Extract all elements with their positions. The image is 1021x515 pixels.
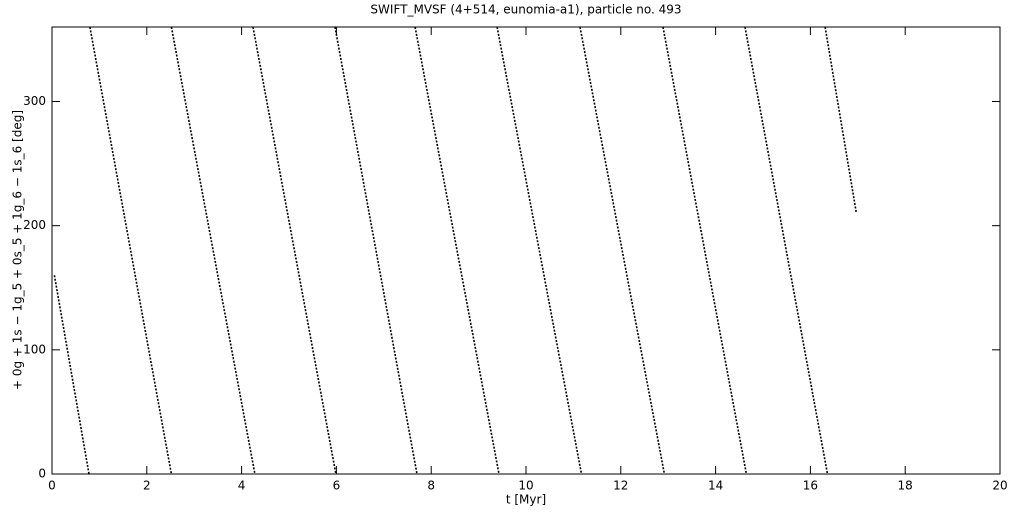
y-tick-label: 0 (38, 467, 46, 481)
x-tick-label: 8 (427, 479, 435, 493)
x-tick-label: 10 (518, 479, 533, 493)
x-tick-label: 14 (708, 479, 723, 493)
y-tick-label: 300 (23, 94, 46, 108)
x-tick-label: 20 (992, 479, 1007, 493)
plot-frame (51, 26, 1001, 475)
chart-title: SWIFT_MVSF (4+514, eunomia-a1), particle… (370, 3, 681, 17)
x-tick-label: 0 (48, 479, 56, 493)
x-tick-label: 18 (898, 479, 913, 493)
x-tick-label: 16 (803, 479, 818, 493)
x-tick-label: 6 (333, 479, 341, 493)
x-axis-label: t [Myr] (506, 493, 546, 507)
y-tick-label: 200 (23, 218, 46, 232)
x-tick-label: 4 (238, 479, 246, 493)
data-line (53, 26, 858, 475)
x-tick-label: 12 (613, 479, 628, 493)
y-tick-label: 100 (23, 342, 46, 356)
x-tick-label: 2 (143, 479, 151, 493)
y-axis-label: + 0g + 1s − 1g_5 + 0s_5 + 1g_6 − 1s_6 [d… (11, 110, 25, 390)
